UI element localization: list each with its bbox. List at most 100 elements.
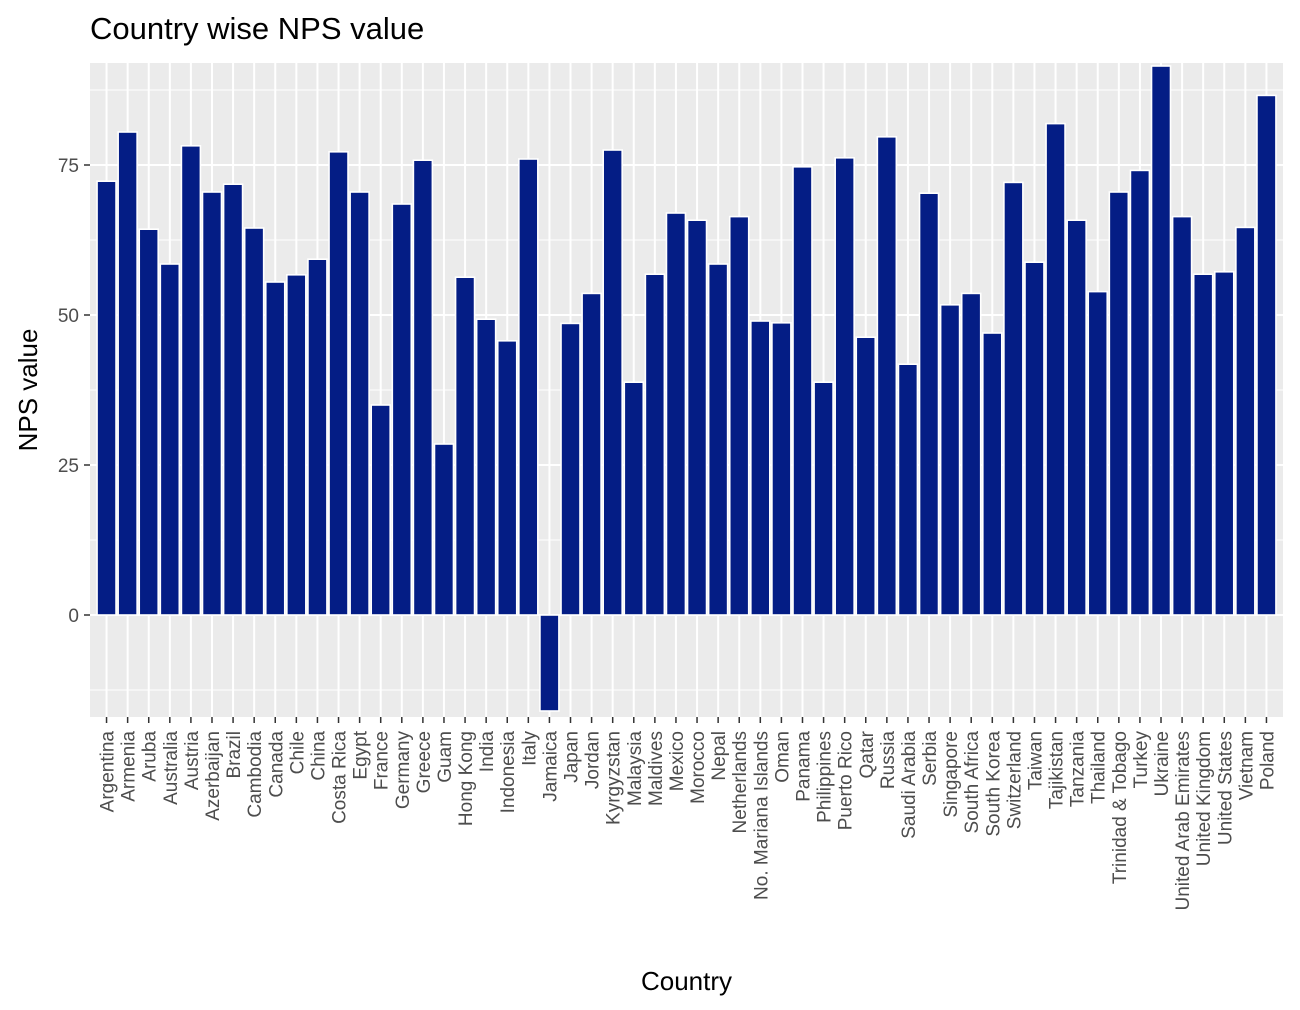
bar-germany [391, 203, 413, 616]
x-tick-label: Morocco [688, 731, 709, 804]
bar-united-kingdom [1192, 273, 1214, 616]
bar-netherlands [728, 215, 750, 616]
x-tick-label: Kyrgyzstan [604, 731, 625, 825]
bar-taiwan [1024, 261, 1045, 616]
bar-chile [286, 273, 307, 616]
bar-france [370, 404, 391, 616]
y-axis-title: NPS value [13, 329, 43, 452]
x-tick-label: Jordan [583, 731, 604, 789]
bar-jordan [581, 292, 602, 616]
bar-trinidad-tobago [1108, 191, 1130, 616]
bar-canada [264, 281, 286, 616]
x-tick-label: Armenia [119, 731, 140, 802]
bar-serbia [918, 192, 940, 616]
bar-turkey [1129, 169, 1151, 616]
x-tick-label: Puerto Rico [836, 731, 857, 830]
bar-italy [518, 158, 539, 616]
bar-cambodia [243, 227, 265, 616]
bar-argentina [96, 180, 117, 616]
bar-kyrgyzstan [602, 149, 623, 616]
x-tick-label: Egypt [351, 730, 372, 779]
x-tick-label: Costa Rica [330, 731, 351, 824]
bar-no-mariana-islands [750, 320, 771, 616]
bar-puerto-rico [834, 157, 855, 616]
y-tick-label: 75 [58, 156, 79, 177]
x-tick-label: Saudi Arabia [899, 731, 920, 839]
bar-nepal [707, 263, 729, 616]
x-tick-label: United Arab Emirates [1173, 731, 1194, 911]
x-tick-label: Greece [414, 731, 435, 793]
bar-thailand [1087, 290, 1109, 616]
bar-united-states [1213, 270, 1235, 616]
chart-title: Country wise NPS value [90, 11, 424, 46]
bar-united-arab-emirates [1171, 215, 1193, 616]
bar-philippines [813, 381, 834, 616]
x-tick-label: Thailand [1089, 731, 1110, 804]
bar-south-africa [960, 292, 982, 616]
x-tick-label: Nepal [709, 731, 730, 781]
x-tick-label: Jamaica [540, 731, 561, 802]
x-tick-label: Oman [772, 731, 793, 783]
x-axis-title: Country [641, 966, 732, 996]
x-tick-label: Serbia [920, 731, 941, 786]
x-tick-label: Cambodia [245, 731, 266, 818]
bar-azerbaijan [201, 191, 223, 616]
x-tick-label: Netherlands [730, 731, 751, 833]
bar-jamaica [539, 614, 560, 712]
x-tick-label: Argentina [98, 731, 119, 813]
x-tick-label: Maldives [646, 731, 667, 806]
bar-guam [433, 443, 455, 616]
bar-poland [1256, 94, 1277, 616]
x-tick-label: South Africa [962, 731, 983, 834]
x-tick-label: Canada [266, 731, 287, 798]
x-tick-label: South Korea [983, 731, 1004, 837]
x-tick-label: Turkey [1131, 731, 1152, 789]
bar-brazil [222, 183, 244, 616]
x-tick-label: Ukraine [1152, 731, 1173, 796]
bar-vietnam [1235, 226, 1256, 616]
x-tick-label: Guam [435, 731, 456, 783]
x-tick-label: Australia [161, 731, 182, 805]
x-tick-label: Austria [182, 731, 203, 791]
y-tick-label: 25 [58, 456, 79, 477]
bar-hong-kong [454, 276, 476, 616]
bar-singapore [939, 303, 961, 616]
x-tick-label: Philippines [815, 731, 836, 823]
y-tick-label: 0 [68, 606, 79, 627]
bar-greece [412, 159, 434, 616]
bar-japan [560, 322, 581, 616]
bar-qatar [855, 336, 877, 616]
x-tick-label: Switzerland [1004, 731, 1025, 829]
x-tick-label: Brazil [224, 731, 245, 779]
x-tick-label: India [477, 731, 498, 773]
bar-switzerland [1003, 181, 1024, 616]
x-tick-label: Mexico [667, 731, 688, 791]
bar-australia [159, 263, 181, 616]
y-tick-label: 50 [58, 306, 79, 327]
x-tick-label: Singapore [941, 731, 962, 818]
x-tick-label: Indonesia [498, 731, 519, 814]
bar-malaysia [623, 381, 645, 616]
bar-russia [876, 136, 898, 616]
x-tick-label: Hong Kong [456, 731, 477, 826]
x-tick-label: Germany [393, 731, 414, 810]
x-tick-label: France [372, 731, 393, 790]
bar-ukraine [1150, 65, 1172, 616]
bar-saudi-arabia [897, 363, 919, 616]
x-tick-label: Vietnam [1236, 731, 1257, 800]
bar-panama [792, 166, 813, 616]
bar-oman [771, 321, 792, 616]
x-tick-label: Taiwan [1025, 731, 1046, 790]
bar-mexico [665, 212, 687, 616]
x-tick-label: United Kingdom [1194, 731, 1215, 866]
bar-tanzania [1066, 219, 1087, 616]
x-tick-label: Poland [1257, 731, 1278, 790]
bar-costa-rica [328, 151, 349, 616]
bar-india [475, 318, 497, 616]
x-tick-label: Japan [562, 731, 583, 783]
x-tick-label: Chile [287, 731, 308, 774]
x-tick-label: Aruba [140, 731, 161, 782]
bar-maldives [644, 273, 666, 616]
x-tick-label: No. Mariana Islands [751, 731, 772, 900]
